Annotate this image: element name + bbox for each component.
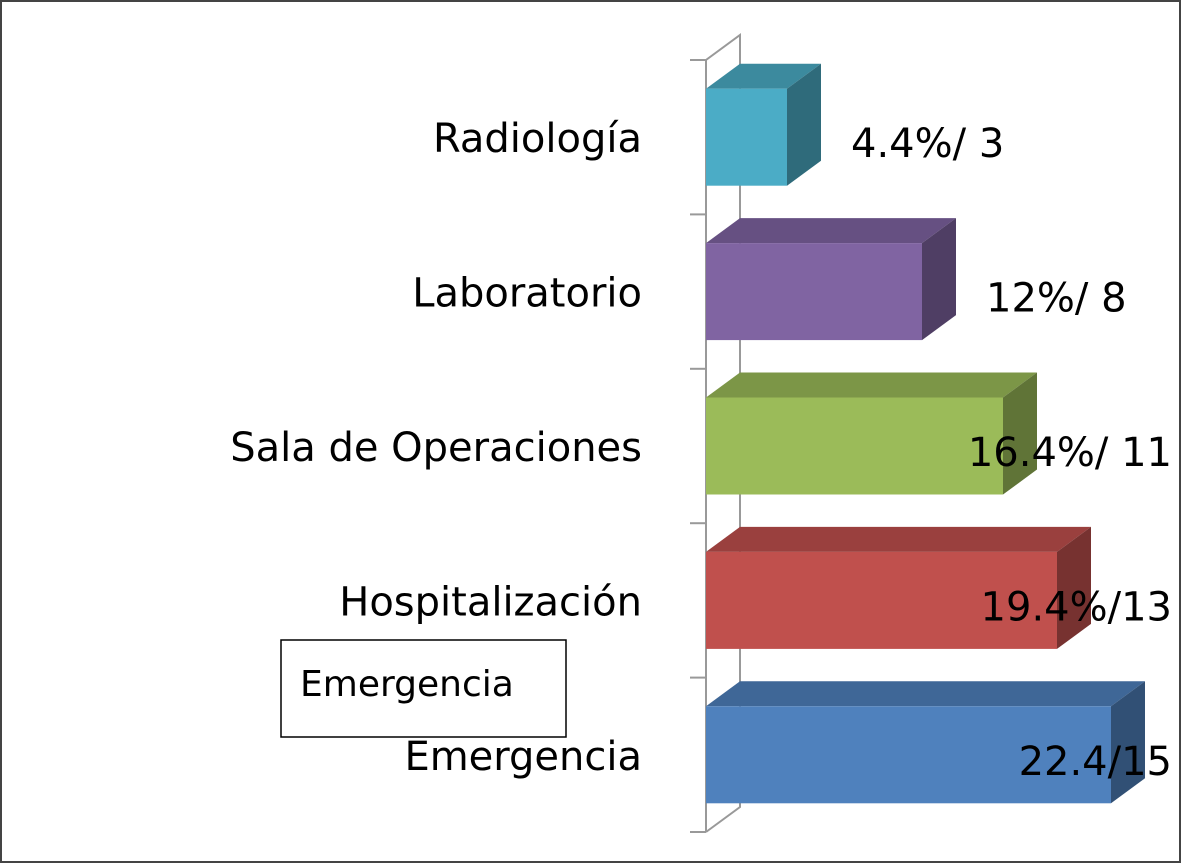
bar-front — [706, 706, 1111, 804]
value-label: 22.4/15 — [1019, 739, 1172, 785]
bar-front — [706, 243, 922, 341]
bar-front — [706, 88, 787, 186]
bar — [706, 63, 821, 186]
annotation: Emergencia — [300, 664, 514, 705]
bar-front — [706, 551, 1057, 649]
category-label: Sala de Operaciones — [230, 425, 642, 471]
bar-side — [1111, 681, 1145, 804]
bar-top — [706, 63, 821, 89]
bar-top — [706, 372, 1037, 398]
value-label: 16.4%/ 11 — [968, 430, 1172, 476]
bar-top — [706, 218, 956, 244]
bar-front — [706, 397, 1003, 495]
bar-top — [706, 526, 1091, 552]
bar-side — [1003, 372, 1037, 495]
category-label: Radiología — [433, 116, 642, 162]
bar — [706, 372, 1037, 495]
bar-top — [706, 681, 1145, 707]
category-label: Hospitalización — [339, 579, 642, 625]
value-label: 12%/ 8 — [986, 276, 1127, 322]
bar — [706, 526, 1091, 649]
category-label: Laboratorio — [412, 271, 642, 317]
bar — [706, 681, 1145, 804]
bar-side — [787, 63, 821, 186]
bar-side — [1057, 526, 1091, 649]
bar-side — [922, 218, 956, 341]
annotation-box — [280, 639, 567, 738]
bar — [706, 218, 956, 341]
category-label: Emergencia — [404, 734, 642, 780]
value-label: 19.4%/13 — [981, 584, 1172, 630]
value-label: 4.4%/ 3 — [851, 121, 1004, 167]
